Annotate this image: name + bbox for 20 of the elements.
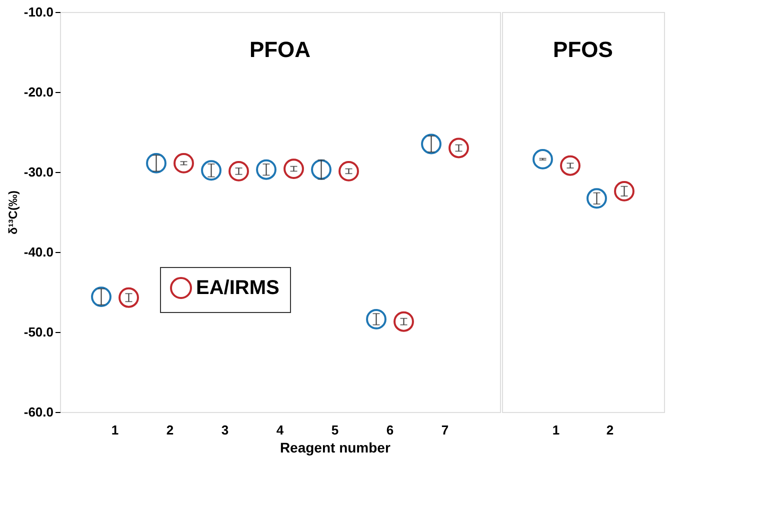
- x-axis-title: Reagent number: [280, 440, 391, 456]
- y-tick-label: -30.0: [24, 164, 54, 180]
- y-tick-label: -60.0: [24, 404, 54, 420]
- y-axis-title: δ¹³C(‰): [6, 190, 20, 234]
- x-tick-label: 6: [386, 422, 394, 438]
- x-tick-label: 5: [331, 422, 339, 438]
- legend-label: EA/IRMS: [196, 277, 280, 299]
- y-tick-label: -50.0: [24, 324, 54, 340]
- text: PFOA: [249, 37, 311, 62]
- x-tick-label: 7: [441, 422, 449, 438]
- x-tick-label: 2: [606, 422, 614, 438]
- y-tick-label: -20.0: [24, 84, 54, 100]
- x-tick-label: 4: [276, 422, 284, 438]
- x-tick-label: 1: [111, 422, 119, 438]
- x-tick-label: 1: [552, 422, 560, 438]
- y-tick-label: -10.0: [24, 4, 54, 20]
- x-tick-label: 2: [166, 422, 174, 438]
- y-tick-label: -40.0: [24, 244, 54, 260]
- x-tick-label: 3: [221, 422, 229, 438]
- text: PFOS: [553, 37, 613, 62]
